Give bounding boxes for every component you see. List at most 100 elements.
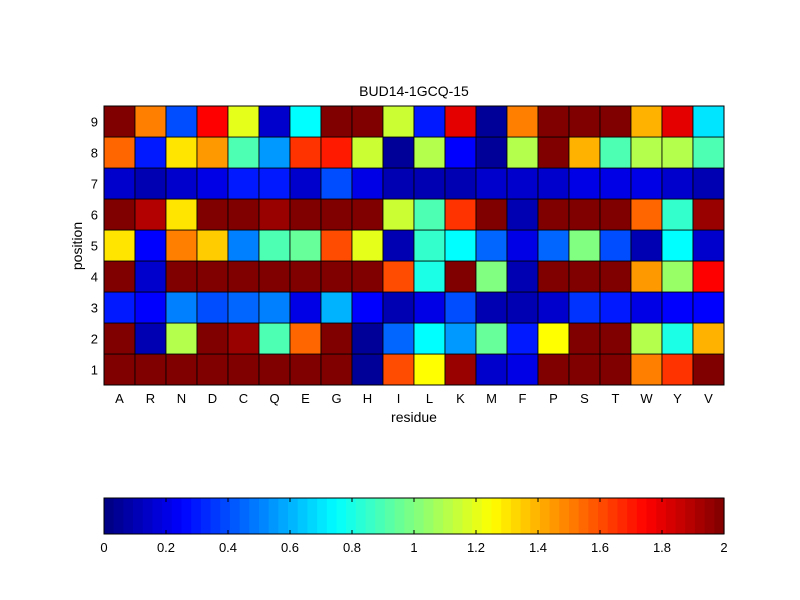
colorbar-tick-label: 0.6 xyxy=(281,540,299,555)
heatmap-cell xyxy=(103,229,136,262)
colorbar-strip xyxy=(452,498,464,534)
colorbar-strip xyxy=(268,498,279,534)
colorbar-strip xyxy=(481,498,493,534)
y-tick-label: 7 xyxy=(91,177,98,192)
colorbar-strip xyxy=(714,498,725,534)
heatmap-cell xyxy=(444,322,477,355)
colorbar-strip xyxy=(375,498,386,534)
y-tick-label: 9 xyxy=(91,115,98,130)
heatmap-cell xyxy=(258,260,291,293)
heatmap-cell xyxy=(568,353,601,386)
heatmap-cell xyxy=(320,229,353,262)
x-tick-label: N xyxy=(177,391,186,406)
colorbar-strip xyxy=(549,498,560,534)
heatmap-cell xyxy=(506,198,539,231)
colorbar-tick-label: 0.2 xyxy=(157,540,175,555)
x-tick-label: Q xyxy=(269,391,279,406)
colorbar-strip xyxy=(307,498,318,534)
heatmap-cell xyxy=(630,229,663,262)
colorbar-strip xyxy=(326,498,338,534)
heatmap-cell xyxy=(599,229,632,262)
x-tick-label: R xyxy=(146,391,155,406)
x-tick-label: I xyxy=(397,391,401,406)
colorbar-strip xyxy=(636,498,648,534)
heatmap-cell xyxy=(506,105,539,138)
colorbar-strip xyxy=(229,498,241,534)
heatmap-cell xyxy=(537,260,570,293)
colorbar-strip xyxy=(346,498,357,534)
heatmap-cell xyxy=(506,322,539,355)
heatmap-cell xyxy=(661,322,694,355)
x-tick-label: G xyxy=(331,391,341,406)
colorbar-strip xyxy=(607,498,619,534)
colorbar-strip xyxy=(530,498,541,534)
heatmap-cell xyxy=(134,229,167,262)
heatmap-cell xyxy=(134,136,167,169)
heatmap-cell xyxy=(196,291,229,324)
colorbar-strip xyxy=(665,498,677,534)
heatmap-cell xyxy=(444,198,477,231)
colorbar-strip xyxy=(588,498,599,534)
colorbar-strip xyxy=(627,498,638,534)
colorbar-strip xyxy=(355,498,367,534)
heatmap-cell xyxy=(289,136,322,169)
y-tick-label: 5 xyxy=(91,239,98,254)
heatmap-cell xyxy=(165,136,198,169)
heatmap-cell xyxy=(599,167,632,200)
heatmap-cell xyxy=(599,260,632,293)
heatmap-cell xyxy=(103,322,136,355)
y-tick-label: 4 xyxy=(91,270,98,285)
heatmap-cell xyxy=(413,291,446,324)
colorbar-strip xyxy=(472,498,483,534)
colorbar-strip xyxy=(297,498,309,534)
heatmap-cell xyxy=(506,291,539,324)
heatmap-cell xyxy=(320,167,353,200)
heatmap-cell xyxy=(568,322,601,355)
heatmap-cell xyxy=(568,229,601,262)
heatmap-cell xyxy=(382,260,415,293)
heatmap-cell xyxy=(413,260,446,293)
heatmap-cell xyxy=(165,167,198,200)
colorbar-strip xyxy=(133,498,144,534)
heatmap-cell xyxy=(537,229,570,262)
heatmap-cell xyxy=(537,167,570,200)
colorbar-strip xyxy=(510,498,522,534)
heatmap-cell xyxy=(382,291,415,324)
heatmap-cell xyxy=(382,353,415,386)
y-tick-label: 6 xyxy=(91,208,98,223)
heatmap-cell xyxy=(661,167,694,200)
heatmap-cell xyxy=(568,260,601,293)
y-tick-labels: 1 2 3 4 5 6 7 8 9 xyxy=(91,115,98,378)
heatmap-cell xyxy=(568,291,601,324)
colorbar-strip xyxy=(123,498,134,534)
heatmap-cell xyxy=(475,198,508,231)
x-tick-label: W xyxy=(640,391,653,406)
colorbar-strip xyxy=(278,498,289,534)
heatmap-cell xyxy=(351,260,384,293)
heatmap-cell xyxy=(289,198,322,231)
heatmap-cell xyxy=(475,260,508,293)
colorbar-tick-label: 0 xyxy=(100,540,107,555)
heatmap-cell xyxy=(568,198,601,231)
heatmap-cells xyxy=(103,105,725,386)
colorbar-strip xyxy=(104,498,115,534)
heatmap-cell xyxy=(289,229,322,262)
x-tick-label: L xyxy=(426,391,433,406)
x-tick-label: P xyxy=(549,391,558,406)
heatmap-cell xyxy=(537,198,570,231)
heatmap-cell xyxy=(382,105,415,138)
heatmap-cell xyxy=(351,322,384,355)
heatmap-cell xyxy=(630,198,663,231)
colorbar-tick-label: 0.4 xyxy=(219,540,237,555)
heatmap-cell xyxy=(630,353,663,386)
heatmap-cell xyxy=(413,198,446,231)
heatmap-cell xyxy=(227,167,260,200)
heatmap-cell xyxy=(444,260,477,293)
heatmap-cell xyxy=(103,136,136,169)
heatmap-cell xyxy=(165,260,198,293)
heatmap-cell xyxy=(165,322,198,355)
chart-title: BUD14-1GCQ-15 xyxy=(359,83,469,99)
heatmap-cell xyxy=(630,322,663,355)
colorbar-strip xyxy=(646,498,657,534)
